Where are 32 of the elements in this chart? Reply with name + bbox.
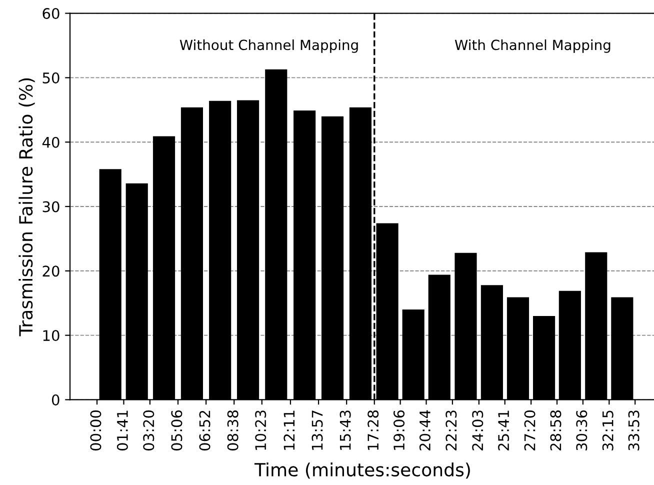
y-tick-label: 40 [42,136,60,148]
x-tick-label: 22:23 [446,410,457,450]
y-tick-label: 30 [42,201,60,212]
x-tick-label: 17:28 [368,410,379,450]
annotation: Without Channel Mapping [180,39,358,53]
y-tick-label: 0 [52,394,60,406]
y-tick-label: 10 [43,330,60,342]
x-tick-label: 00:00 [90,410,102,450]
y-tick-label: 20 [42,266,60,277]
x-tick-label: 06:52 [199,410,210,450]
x-tick-label: 08:38 [227,410,238,450]
y-tick-label: 50 [42,72,60,84]
y-axis-title: Trasmission Failure Ratio (%) [18,78,35,336]
x-tick-label: 27:20 [524,410,536,450]
x-tick-label: 01:41 [116,410,128,450]
x-tick-label: 19:06 [394,410,405,450]
x-tick-label: 20:44 [419,410,430,450]
x-axis-title: Time (minutes:seconds) [254,462,470,479]
x-tick-label: 12:11 [284,410,294,450]
x-tick-label: 30:36 [576,410,588,450]
x-tick-label: 03:20 [143,410,154,450]
x-tick-label: 15:43 [340,410,351,450]
x-tick-label: 32:15 [602,410,614,450]
x-tick-label: 10:23 [255,410,266,450]
annotation: With Channel Mapping [454,39,610,53]
x-tick-label: 24:03 [472,410,484,450]
x-tick-label: 28:58 [550,410,562,450]
x-tick-label: 25:41 [498,410,510,450]
x-tick-label: 33:53 [628,410,640,450]
x-tick-label: 13:57 [312,410,323,450]
y-tick-label: 60 [42,8,60,20]
x-tick-label: 05:06 [171,410,182,450]
